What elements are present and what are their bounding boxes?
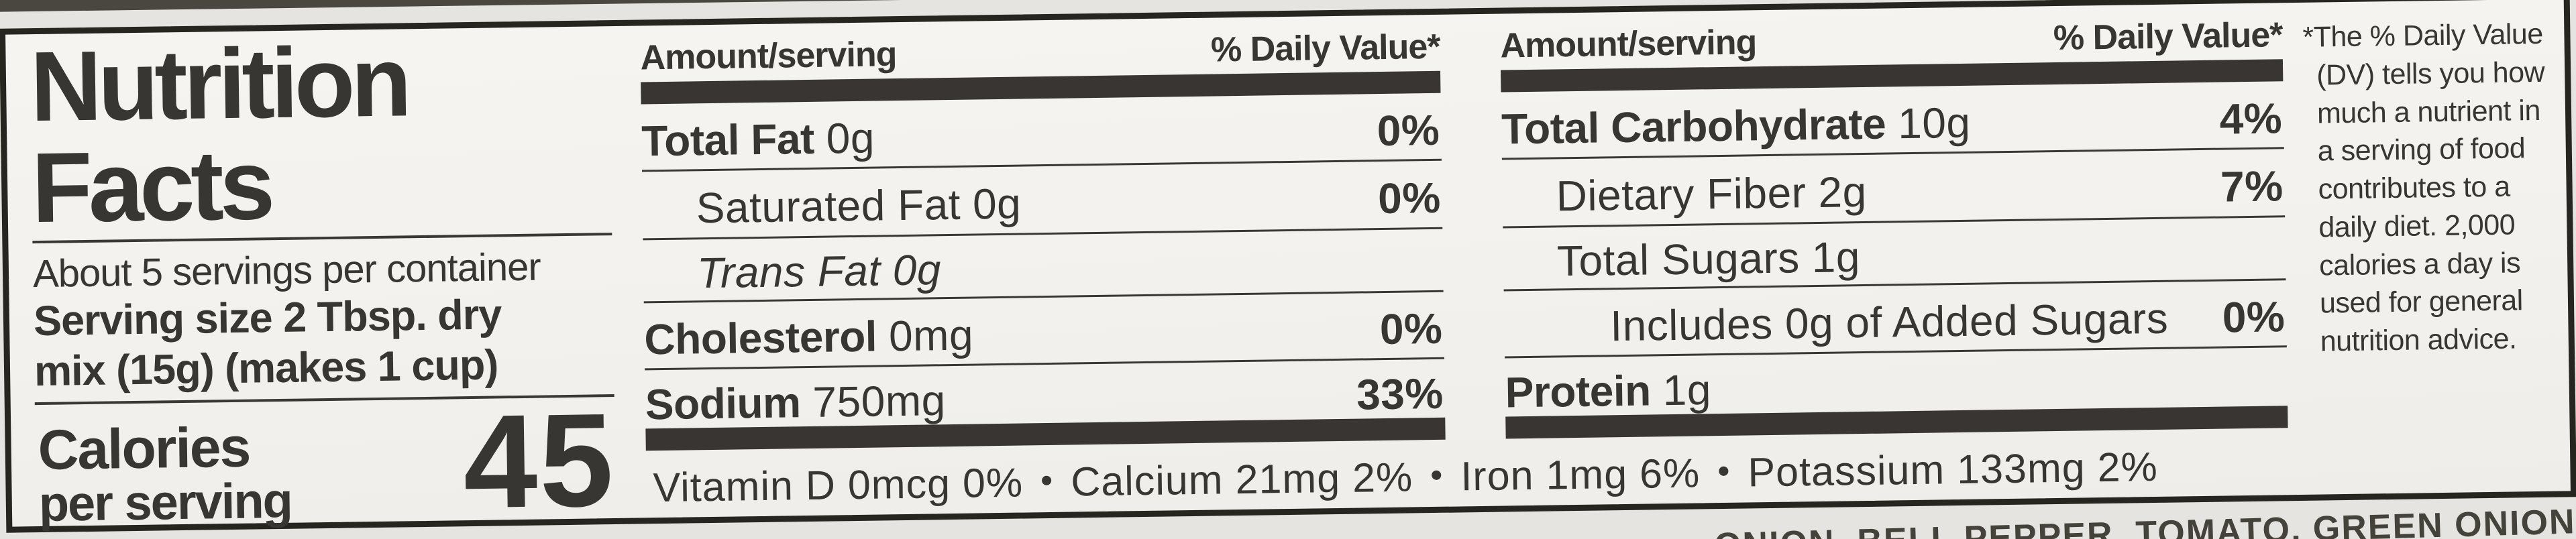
daily-value-header: % Daily Value* bbox=[2053, 15, 2283, 58]
label-title: Nutrition Facts bbox=[30, 26, 410, 244]
micronutrient-calcium: Calcium 21mg 2% bbox=[1070, 454, 1413, 505]
nutrient-row-total-sugars: Total Sugars 1g bbox=[1556, 233, 1861, 286]
amount-serving-header: Amount/serving bbox=[640, 35, 897, 78]
nutrient-column-1: Amount/serving % Daily Value* Total Fat 0… bbox=[640, 15, 1446, 518]
daily-value-footnote: *The % Daily Value (DV) tells you how mu… bbox=[2302, 17, 2545, 358]
bullet-separator: • bbox=[1040, 461, 1054, 501]
nutrient-row-total-carbohydrate: Total Carbohydrate 10g 4% bbox=[1501, 94, 2283, 154]
nutrient-row-total-fat: Total Fat 0g 0% bbox=[641, 105, 1440, 166]
nutrient-row-added-sugars: Includes 0g of Added Sugars 0% bbox=[1609, 292, 2286, 351]
serving-size-line2: mix (15g) (makes 1 cup) bbox=[34, 341, 498, 396]
nutrient-row-trans-fat: Trans Fat 0g bbox=[696, 245, 942, 298]
serving-size-line1: Serving size 2 Tbsp. dry bbox=[33, 291, 502, 345]
nutrient-row-saturated-fat: Saturated Fat 0g 0% bbox=[696, 173, 1442, 233]
servings-per-container: About 5 servings per container bbox=[32, 245, 541, 296]
nutrient-row-dietary-fiber: Dietary Fiber 2g 7% bbox=[1556, 162, 2284, 221]
bullet-separator: • bbox=[1717, 451, 1731, 491]
amount-serving-header: Amount/serving bbox=[1500, 23, 1757, 66]
micronutrient-potassium: Potassium 133mg 2% bbox=[1747, 443, 2159, 495]
micronutrient-vitamin-d: Vitamin D 0mcg 0% bbox=[653, 459, 1024, 511]
identity-panel: Nutrition Facts About 5 servings per con… bbox=[30, 26, 616, 536]
label-title-line2: Facts bbox=[31, 129, 272, 244]
nutrient-row-sodium: Sodium 750mg 33% bbox=[645, 369, 1444, 429]
nutrient-row-protein: Protein 1g bbox=[1505, 365, 1712, 417]
bullet-separator: • bbox=[1430, 455, 1444, 495]
nutrient-column-2: Amount/serving % Daily Value* Total Carb… bbox=[1500, 3, 2289, 505]
label-title-line1: Nutrition bbox=[30, 26, 409, 143]
calories-sublabel: per serving bbox=[38, 472, 292, 532]
nutrient-row-cholesterol: Cholesterol 0mg 0% bbox=[644, 304, 1443, 364]
calories-value: 45 bbox=[462, 385, 616, 536]
daily-value-header: % Daily Value* bbox=[1210, 27, 1440, 70]
micronutrient-iron: Iron 1mg 6% bbox=[1460, 450, 1701, 499]
